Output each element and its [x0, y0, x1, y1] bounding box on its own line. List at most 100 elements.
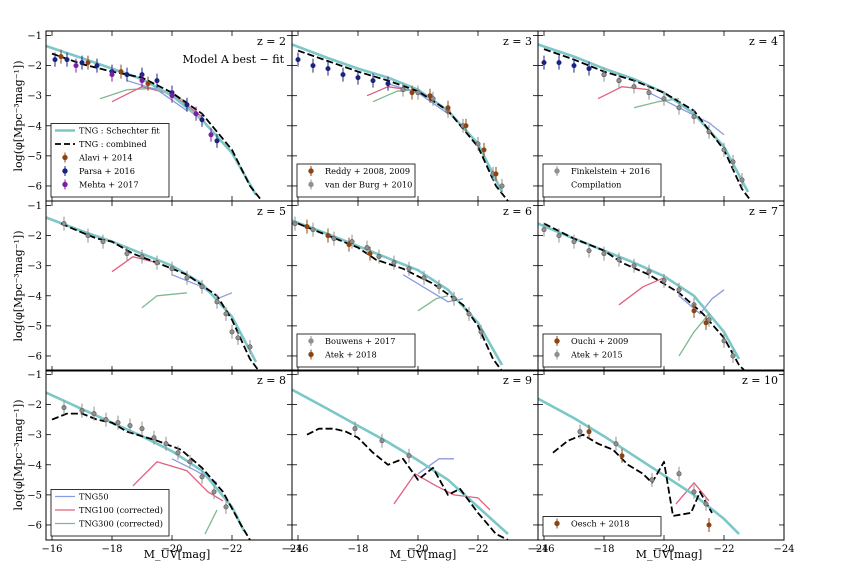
panel-3: z = 4 Finkelstein + 2016 Compilation — [537, 30, 785, 202]
obs-point — [691, 489, 697, 495]
tng100-line — [111, 86, 203, 118]
obs-point — [571, 63, 577, 69]
y-tick-label: −4 — [27, 460, 42, 471]
y-tick-label: −6 — [27, 181, 42, 192]
obs-point — [676, 287, 682, 293]
redshift-label: z = 4 — [749, 35, 778, 48]
obs-point — [154, 260, 160, 266]
obs-point — [586, 429, 592, 435]
obs-point — [223, 504, 229, 510]
panel-1: −1 −2 −3 −4 −5 −6 z = 2 Model A best − fit TNG :… — [27, 30, 293, 202]
obs-point — [499, 183, 505, 189]
obs-point — [364, 245, 370, 251]
obs-point — [415, 90, 421, 96]
obs-point — [616, 78, 622, 84]
obs-point — [739, 177, 745, 183]
obs-point — [61, 221, 67, 227]
y-tick-label: −3 — [27, 91, 42, 102]
x-tick-label: −24 — [773, 544, 794, 555]
tng100-line — [675, 482, 710, 505]
obs-point — [367, 251, 373, 257]
tng100-line — [111, 256, 158, 273]
obs-point — [211, 489, 217, 495]
obs-point — [406, 453, 412, 459]
obs-point — [427, 93, 433, 99]
legend-entry: Parsa + 2016 — [79, 166, 135, 176]
obs-point — [79, 408, 85, 414]
legend: TNG : Schechter fit TNG : combined Alavi +… — [50, 123, 170, 198]
redshift-label: z = 7 — [749, 205, 778, 218]
obs-point — [703, 501, 709, 507]
obs-point — [229, 329, 235, 335]
obs-point — [85, 233, 91, 239]
obs-point — [94, 63, 100, 69]
panel-5: z = 6 Bouwens + 2017 Atek + 2018 — [291, 200, 539, 372]
obs-point — [91, 411, 97, 417]
legend-box — [296, 333, 416, 368]
obs-point — [304, 224, 310, 230]
y-tick-label: −4 — [27, 291, 42, 302]
obs-point — [310, 63, 316, 69]
legend: Ouchi + 2009 Atek + 2015 — [542, 333, 662, 368]
tng100-line — [618, 277, 665, 306]
obs-point — [109, 72, 115, 78]
obs-point — [646, 269, 652, 275]
obs-point — [478, 329, 484, 335]
obs-point — [721, 147, 727, 153]
obs-point — [706, 317, 712, 323]
redshift-label: z = 8 — [257, 374, 286, 387]
panel-frame — [45, 200, 293, 372]
legend-box — [50, 123, 170, 198]
legend: Bouwens + 2017 Atek + 2018 — [296, 333, 416, 368]
obs-point — [352, 426, 358, 432]
y-tick-label: −2 — [27, 400, 42, 411]
obs-point — [451, 296, 457, 302]
obs-point — [58, 54, 64, 60]
obs-point — [493, 171, 499, 177]
obs-point — [292, 221, 298, 227]
obs-point — [721, 338, 727, 344]
y-tick-label: −5 — [27, 490, 42, 501]
obs-point — [199, 284, 205, 290]
x-tick-label: −24 — [281, 544, 302, 555]
x-axis-label: M_UV[mag] — [144, 548, 211, 561]
obs-point — [730, 159, 736, 165]
legend-entry: Alavi + 2014 — [78, 153, 133, 163]
obs-point — [586, 66, 592, 72]
legend-marker — [308, 338, 314, 344]
legend-entry: Mehta + 2017 — [79, 180, 139, 190]
y-tick-label: −4 — [27, 121, 42, 132]
obs-point — [349, 239, 355, 245]
obs-point — [79, 60, 85, 66]
obs-point — [64, 57, 70, 63]
obs-point — [73, 63, 79, 69]
redshift-label: z = 10 — [742, 374, 778, 387]
tng100-line — [132, 461, 224, 502]
tng300-line — [417, 295, 449, 312]
panel-7: −16 −18 −20 −22 −24−1−2−3−4−5−6z = 8TNG50TNG… — [27, 369, 303, 555]
legend-marker — [308, 351, 314, 358]
obs-point — [193, 111, 199, 117]
legend-marker — [554, 168, 560, 174]
obs-point — [139, 78, 145, 84]
obs-point — [103, 417, 109, 423]
redshift-label: z = 9 — [503, 374, 532, 387]
obs-point — [436, 284, 442, 290]
obs-point — [430, 96, 436, 102]
obs-point — [706, 522, 712, 528]
legend-box — [542, 333, 662, 368]
model-label: Model A best − fit — [183, 53, 285, 66]
combined-line — [51, 412, 251, 540]
obs-point — [556, 60, 562, 66]
x-tick-label: −16 — [533, 544, 554, 555]
obs-point — [370, 78, 376, 84]
obs-point — [631, 263, 637, 269]
obs-point — [295, 57, 301, 63]
legend-marker — [554, 351, 560, 358]
legend-entry: van der Burg + 2010 — [324, 180, 412, 190]
obs-point — [691, 114, 697, 120]
obs-point — [310, 227, 316, 233]
tng100-line — [597, 86, 650, 100]
tng50-line — [678, 289, 725, 315]
plot-area — [46, 44, 263, 201]
